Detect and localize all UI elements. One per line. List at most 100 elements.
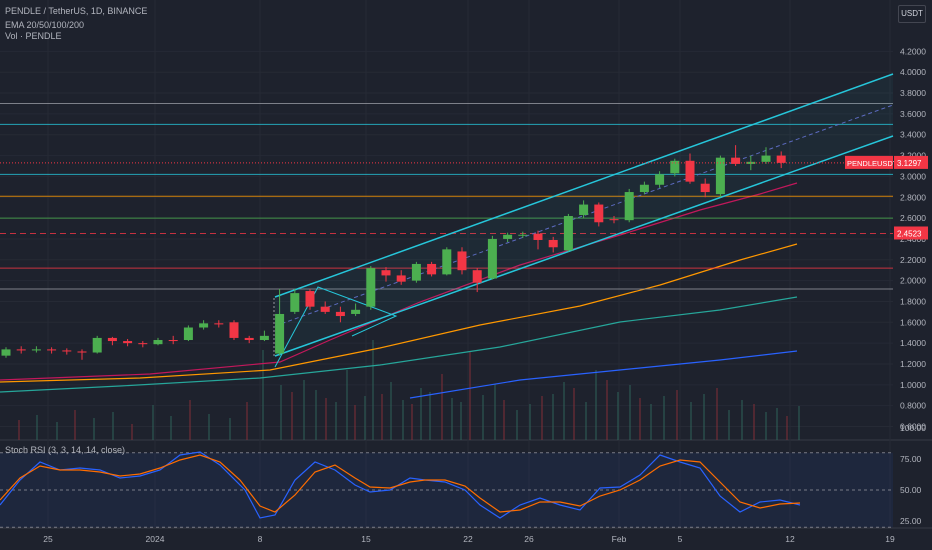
candle-body (594, 204, 604, 223)
currency-badge[interactable]: USDT (898, 5, 926, 23)
channel-lower-line (274, 135, 894, 357)
time-axis-label: 8 (258, 534, 263, 544)
volume-bar (629, 385, 631, 440)
price-axis-label: 1.2000 (900, 359, 926, 369)
volume-bar (420, 388, 422, 440)
price-axis-label: 3.6000 (900, 109, 926, 119)
candle-body (518, 234, 528, 236)
rsi-legend: Stoch RSI (3, 3, 14, 14, close) (5, 445, 126, 455)
volume-bar (364, 396, 366, 440)
volume-bar (346, 370, 348, 440)
volume-bar (765, 412, 767, 440)
candle-body (411, 263, 421, 281)
volume-bar (753, 404, 755, 440)
volume-bar (18, 420, 20, 440)
channel-mid-line (274, 104, 894, 327)
volume-bar (152, 405, 154, 440)
candle-body (305, 291, 315, 307)
candle-body (761, 155, 771, 162)
volume-bar (606, 380, 608, 440)
price-badge-symbol: PENDLEUSDT (847, 159, 898, 168)
ema-20-line (0, 182, 798, 381)
volume-bar (93, 418, 95, 440)
rsi-axis-label: 75.00 (900, 454, 922, 464)
candle-body (579, 204, 589, 215)
volume-bar (208, 414, 210, 440)
time-axis-label: 12 (785, 534, 795, 544)
candle-body (1, 349, 11, 356)
volume-bar (482, 395, 484, 440)
volume-bar (303, 380, 305, 440)
time-axis-label: 26 (524, 534, 534, 544)
volume-bar (617, 392, 619, 440)
candle-body (655, 174, 665, 185)
price-axis-label: 3.2000 (900, 151, 926, 161)
time-axis-label: 15 (361, 534, 371, 544)
ema-200-line (409, 350, 798, 399)
price-badge-symbol-bg (845, 155, 893, 169)
chart-legend-ema: EMA 20/50/100/200 (5, 20, 85, 30)
volume-bar (529, 404, 531, 440)
price-axis-label: 2.8000 (900, 192, 926, 202)
volume-bar (390, 382, 392, 440)
volume-bar (246, 402, 248, 440)
rsi-panel (0, 440, 893, 528)
candle-body (639, 184, 649, 193)
chart-legend-symbol: PENDLE / TetherUS, 1D, BINANCE (5, 6, 148, 16)
rsi-axis-label: 25.00 (900, 516, 922, 526)
price-axis-label: 3.8000 (900, 88, 926, 98)
time-axis-label: 22 (463, 534, 473, 544)
candle-body (31, 349, 41, 351)
chart-legend-volume: Vol · PENDLE (5, 31, 62, 41)
candle-body (244, 337, 254, 341)
price-axis-label: 3.4000 (900, 130, 926, 140)
time-axis-label: 19 (885, 534, 895, 544)
price-axis-label: 2.2000 (900, 255, 926, 265)
candle-body (47, 349, 57, 351)
volume-bar (585, 402, 587, 440)
candle-body (731, 157, 741, 164)
volume-bar (189, 400, 191, 440)
volume-bar (402, 400, 404, 440)
volume-bar (503, 400, 505, 440)
price-badge-value-bg (894, 155, 928, 169)
candle-body (229, 322, 239, 338)
price-panel (0, 0, 893, 440)
price-axis-label: 1.8000 (900, 296, 926, 306)
time-axis-label: 5 (678, 534, 683, 544)
candle-body (259, 335, 269, 341)
volume-bar (460, 402, 462, 440)
candle-body (183, 327, 193, 341)
candle-body (290, 293, 300, 312)
ema-100-line (0, 296, 798, 393)
price-axis-label: 1.4000 (900, 338, 926, 348)
candle-body (335, 311, 345, 317)
candle-body (533, 233, 543, 240)
channel-upper-line (274, 73, 894, 298)
volume-bar (573, 388, 575, 440)
volume-bar (716, 388, 718, 440)
price-axis-label: 1.6000 (900, 317, 926, 327)
candle-body (442, 249, 452, 275)
volume-bar (280, 385, 282, 440)
price-axis-label: 2.6000 (900, 213, 926, 223)
volume-bar (315, 390, 317, 440)
candle-body (427, 263, 437, 275)
marker-badge-bg (894, 226, 928, 240)
volume-bar (541, 396, 543, 440)
candle-body (457, 251, 467, 271)
volume-bar (776, 408, 778, 440)
volume-bar (291, 392, 293, 440)
volume-bar (56, 422, 58, 440)
candle-body (62, 350, 72, 352)
candle-body (685, 160, 695, 182)
candle-body (275, 313, 285, 354)
stoch-d-line (0, 454, 801, 513)
candle-body (16, 349, 26, 351)
candle-body (199, 323, 209, 328)
volume-bar (676, 390, 678, 440)
volume-bar (516, 410, 518, 440)
candle-body (487, 238, 497, 279)
rsi-axis-label: 100.00 (900, 423, 926, 433)
